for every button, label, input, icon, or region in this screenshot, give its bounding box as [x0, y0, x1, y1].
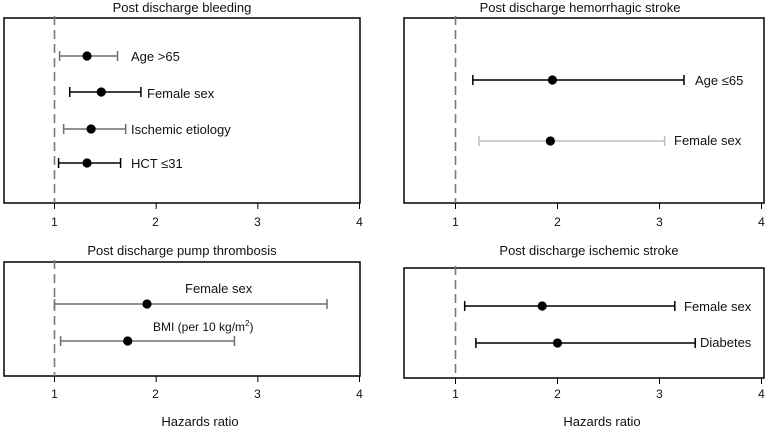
panel-hemorrhagic-stroke: Post discharge hemorrhagic stroke 1 2 3 … — [403, 0, 765, 229]
panel-bleeding: Post discharge bleeding 1 2 3 4 Age >65 … — [3, 0, 363, 229]
x-axis-ticks — [455, 378, 762, 384]
panel-pump-thrombosis: Post discharge pump thrombosis 1 2 3 4 F… — [3, 243, 363, 429]
row-label: HCT ≤31 — [131, 156, 183, 171]
plot-frame — [403, 267, 765, 379]
panel-title: Post discharge pump thrombosis — [87, 243, 277, 258]
row-label: Female sex — [185, 281, 253, 296]
x-tick-label: 2 — [152, 215, 159, 229]
x-axis-ticks — [54, 376, 360, 382]
x-axis-label: Hazards ratio — [161, 414, 238, 429]
hazard-ratio-point — [545, 136, 555, 146]
x-tick-label: 4 — [758, 387, 765, 401]
panel-title: Post discharge ischemic stroke — [499, 243, 678, 258]
plot-frame — [3, 261, 361, 377]
x-axis-ticks — [455, 203, 762, 209]
row-label: Female sex — [684, 299, 752, 314]
panel-title: Post discharge bleeding — [113, 0, 252, 15]
x-tick-label: 1 — [51, 215, 58, 229]
x-axis-label: Hazards ratio — [563, 414, 640, 429]
hazard-ratio-point — [552, 338, 563, 348]
hazard-ratio-point — [123, 336, 133, 346]
x-tick-label: 2 — [152, 387, 159, 401]
panel-ischemic-stroke: Post discharge ischemic stroke 1 2 3 4 F… — [403, 243, 765, 429]
row-label: BMI (per 10 kg/m2) — [153, 319, 253, 334]
x-tick-label: 3 — [656, 215, 663, 229]
x-axis-ticks — [54, 203, 360, 209]
row-label: Ischemic etiology — [131, 122, 231, 137]
x-tick-label: 4 — [758, 215, 765, 229]
row-label-tail: ) — [249, 320, 253, 334]
panel-title: Post discharge hemorrhagic stroke — [480, 0, 681, 15]
x-tick-label: 4 — [356, 387, 363, 401]
x-tick-label: 3 — [254, 387, 261, 401]
x-tick-label: 4 — [356, 215, 363, 229]
x-tick-label: 3 — [656, 387, 663, 401]
x-tick-label: 1 — [452, 387, 459, 401]
hazard-ratio-point — [96, 87, 106, 97]
hazard-ratio-point — [82, 158, 92, 168]
plot-frame — [3, 17, 361, 204]
row-label-main: BMI (per 10 kg/m — [153, 320, 245, 334]
hazard-ratio-point — [142, 299, 152, 309]
hazard-ratio-point — [82, 51, 92, 61]
x-tick-label: 1 — [51, 387, 58, 401]
hazard-ratio-point — [547, 75, 558, 85]
row-label-superscript: 2 — [245, 319, 250, 328]
x-tick-label: 3 — [254, 215, 261, 229]
row-label: Female sex — [147, 86, 215, 101]
row-label: Age ≤65 — [695, 73, 743, 88]
row-label: Diabetes — [700, 335, 752, 350]
hazard-ratio-point — [86, 124, 96, 134]
x-tick-label: 2 — [554, 387, 561, 401]
plot-frame — [403, 17, 765, 204]
row-label: Age >65 — [131, 49, 180, 64]
x-tick-label: 2 — [554, 215, 561, 229]
row-label: Female sex — [674, 133, 742, 148]
hazard-ratio-point — [537, 301, 547, 311]
x-tick-label: 1 — [452, 215, 459, 229]
